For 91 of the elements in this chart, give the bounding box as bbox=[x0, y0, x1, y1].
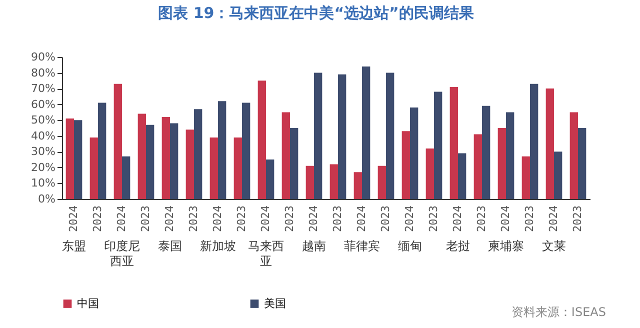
bar bbox=[378, 166, 386, 199]
x-tick-label: 2024 bbox=[211, 205, 224, 232]
bar bbox=[402, 131, 410, 199]
bar bbox=[386, 72, 394, 199]
text: 资料来源：ISEAS bbox=[511, 304, 606, 321]
bar bbox=[90, 137, 98, 199]
bar bbox=[338, 74, 346, 199]
bar bbox=[530, 84, 538, 199]
bar bbox=[450, 86, 458, 199]
x-tick-label: 2023 bbox=[379, 206, 392, 232]
x-tick-label: 2024 bbox=[307, 205, 320, 232]
x-tick-label: 2024 bbox=[547, 205, 560, 232]
text: 文莱 bbox=[542, 239, 566, 253]
text: 泰国 bbox=[158, 239, 182, 253]
x-tick-label: 2024 bbox=[259, 205, 272, 232]
bar bbox=[458, 153, 466, 199]
y-tick-label: 10% bbox=[31, 176, 56, 190]
bar bbox=[170, 123, 178, 199]
bar bbox=[498, 128, 506, 199]
x-tick-label: 2023 bbox=[283, 206, 296, 232]
y-tick-label: 40% bbox=[31, 129, 56, 142]
bar bbox=[258, 80, 266, 199]
bar bbox=[194, 109, 202, 199]
x-tick-label: 2024 bbox=[355, 205, 368, 232]
x-tick-label: 2023 bbox=[571, 206, 584, 232]
bar bbox=[290, 128, 298, 199]
bar bbox=[162, 116, 170, 199]
x-tick-label: 2023 bbox=[427, 206, 440, 232]
bar bbox=[354, 172, 362, 199]
text: 东盟 bbox=[62, 239, 86, 253]
text: 柬埔寨 bbox=[488, 239, 524, 253]
bar bbox=[522, 156, 530, 199]
x-tick-label: 2023 bbox=[187, 206, 200, 232]
bar bbox=[234, 137, 242, 199]
y-tick-label: 30% bbox=[31, 145, 56, 158]
y-tick-label: 90% bbox=[31, 50, 56, 64]
bar bbox=[218, 101, 226, 199]
bar bbox=[74, 120, 82, 199]
x-tick-label: 2024 bbox=[451, 205, 464, 232]
bar bbox=[114, 84, 122, 199]
x-tick-label: 2023 bbox=[331, 206, 344, 232]
bar bbox=[242, 102, 250, 199]
text: 菲律宾 bbox=[344, 239, 380, 253]
text: 新加坡 bbox=[200, 239, 236, 253]
x-tick-label: 2023 bbox=[475, 206, 488, 232]
bar bbox=[266, 160, 274, 199]
bar bbox=[506, 112, 514, 199]
y-tick-label: 70% bbox=[31, 82, 56, 96]
y-tick-label: 80% bbox=[31, 66, 56, 80]
bar bbox=[98, 102, 106, 199]
bar bbox=[410, 107, 418, 199]
text: 老挝 bbox=[446, 239, 470, 253]
bar bbox=[210, 137, 218, 199]
y-tick-label: 20% bbox=[31, 160, 56, 174]
y-tick-label: 0% bbox=[38, 192, 56, 206]
bar bbox=[474, 134, 482, 199]
x-tick-label: 2023 bbox=[523, 206, 536, 232]
bar bbox=[362, 66, 370, 199]
bar bbox=[138, 114, 146, 199]
bar bbox=[146, 124, 154, 199]
bar bbox=[282, 112, 290, 199]
bar bbox=[554, 152, 562, 199]
bar bbox=[426, 148, 434, 199]
bar bbox=[306, 166, 314, 199]
legend-label: 中国 bbox=[77, 296, 99, 310]
legend-label: 美国 bbox=[264, 296, 286, 310]
x-tick-label: 2024 bbox=[67, 205, 80, 232]
text: 印度尼西亚 bbox=[104, 239, 140, 268]
x-tick-label: 2023 bbox=[139, 206, 152, 232]
bar bbox=[578, 128, 586, 199]
bar bbox=[66, 118, 74, 199]
x-tick-label: 2023 bbox=[235, 206, 248, 232]
bar bbox=[330, 164, 338, 199]
bar bbox=[434, 92, 442, 199]
x-tick-label: 2024 bbox=[115, 205, 128, 232]
bar bbox=[186, 130, 194, 199]
bar bbox=[314, 72, 322, 199]
y-tick-label: 60% bbox=[31, 98, 56, 111]
bar bbox=[122, 156, 130, 199]
chart-title: 图表 19：马来西亚在中美“选边站”的民调结果 bbox=[158, 4, 475, 22]
x-tick-label: 2023 bbox=[91, 206, 104, 232]
bar bbox=[546, 88, 554, 199]
text: 越南 bbox=[302, 239, 326, 253]
y-tick-label: 50% bbox=[31, 114, 56, 127]
text: 缅甸 bbox=[398, 239, 422, 253]
text: 马来西亚 bbox=[248, 239, 284, 268]
x-tick-label: 2024 bbox=[163, 205, 176, 232]
x-tick-label: 2024 bbox=[499, 205, 512, 232]
bar bbox=[482, 106, 490, 199]
x-tick-label: 2024 bbox=[403, 205, 416, 232]
bar bbox=[570, 112, 578, 199]
